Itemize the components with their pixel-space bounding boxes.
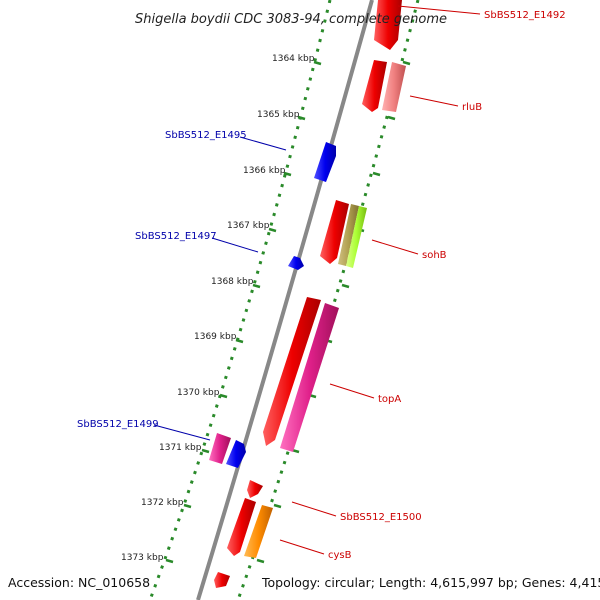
tick-label-1367: 1367 kbp bbox=[227, 221, 270, 231]
gene-e1497[interactable] bbox=[288, 256, 304, 270]
gene-rlub-red[interactable] bbox=[362, 60, 387, 112]
gene-topa-pink[interactable] bbox=[280, 303, 339, 452]
gene-e1500[interactable] bbox=[247, 480, 263, 498]
gene-label-e1499: SbBS512_E1499 bbox=[77, 419, 159, 430]
gene-rlub-salmon[interactable] bbox=[382, 62, 406, 112]
tick-label-1370: 1370 kbp bbox=[177, 388, 220, 398]
map-title: Shigella boydii CDC 3083-94, complete ge… bbox=[135, 12, 447, 27]
gene-e1492[interactable] bbox=[374, 0, 402, 50]
gene-cysb-red[interactable] bbox=[227, 498, 256, 556]
leader-lines bbox=[153, 5, 481, 555]
gene-cysb-orange[interactable] bbox=[244, 505, 273, 558]
tick-label-1364: 1364 kbp bbox=[272, 54, 315, 64]
accession-text: Accession: NC_010658 bbox=[8, 575, 150, 590]
tick-label-1365: 1365 kbp bbox=[257, 110, 300, 120]
gene-label-cysb: cysB bbox=[328, 550, 352, 561]
gene-label-topa: topA bbox=[378, 394, 401, 405]
gene-e1499-blue[interactable] bbox=[226, 440, 246, 468]
summary-text: Topology: circular; Length: 4,615,997 bp… bbox=[261, 575, 600, 590]
gene-label-e1497: SbBS512_E1497 bbox=[135, 231, 217, 242]
gene-label-rlub: rluB bbox=[462, 102, 482, 113]
gene-sohb-olive[interactable] bbox=[338, 204, 359, 266]
tick-label-1369: 1369 kbp bbox=[194, 332, 237, 342]
tick-label-1371: 1371 kbp bbox=[159, 443, 202, 453]
gene-e1495[interactable] bbox=[314, 142, 336, 182]
gene-label-e1495: SbBS512_E1495 bbox=[165, 130, 247, 141]
gene-label-sohb: sohB bbox=[422, 250, 447, 261]
genome-backbone bbox=[196, 0, 374, 600]
gene-label-e1500: SbBS512_E1500 bbox=[340, 512, 422, 523]
tick-label-1372: 1372 kbp bbox=[141, 498, 184, 508]
gene-topa-red[interactable] bbox=[263, 297, 321, 446]
gene-sohb-red[interactable] bbox=[320, 200, 349, 264]
tick-label-1373: 1373 kbp bbox=[121, 553, 164, 563]
gene-sohb-lime[interactable] bbox=[346, 206, 367, 268]
tick-label-1368: 1368 kbp bbox=[211, 277, 254, 287]
gene-label-e1492: SbBS512_E1492 bbox=[484, 10, 566, 21]
outer-track-line bbox=[148, 0, 332, 600]
gene-e1499-pink[interactable] bbox=[209, 433, 231, 464]
tick-label-1366: 1366 kbp bbox=[243, 166, 286, 176]
gene-bottom-red[interactable] bbox=[214, 572, 230, 588]
